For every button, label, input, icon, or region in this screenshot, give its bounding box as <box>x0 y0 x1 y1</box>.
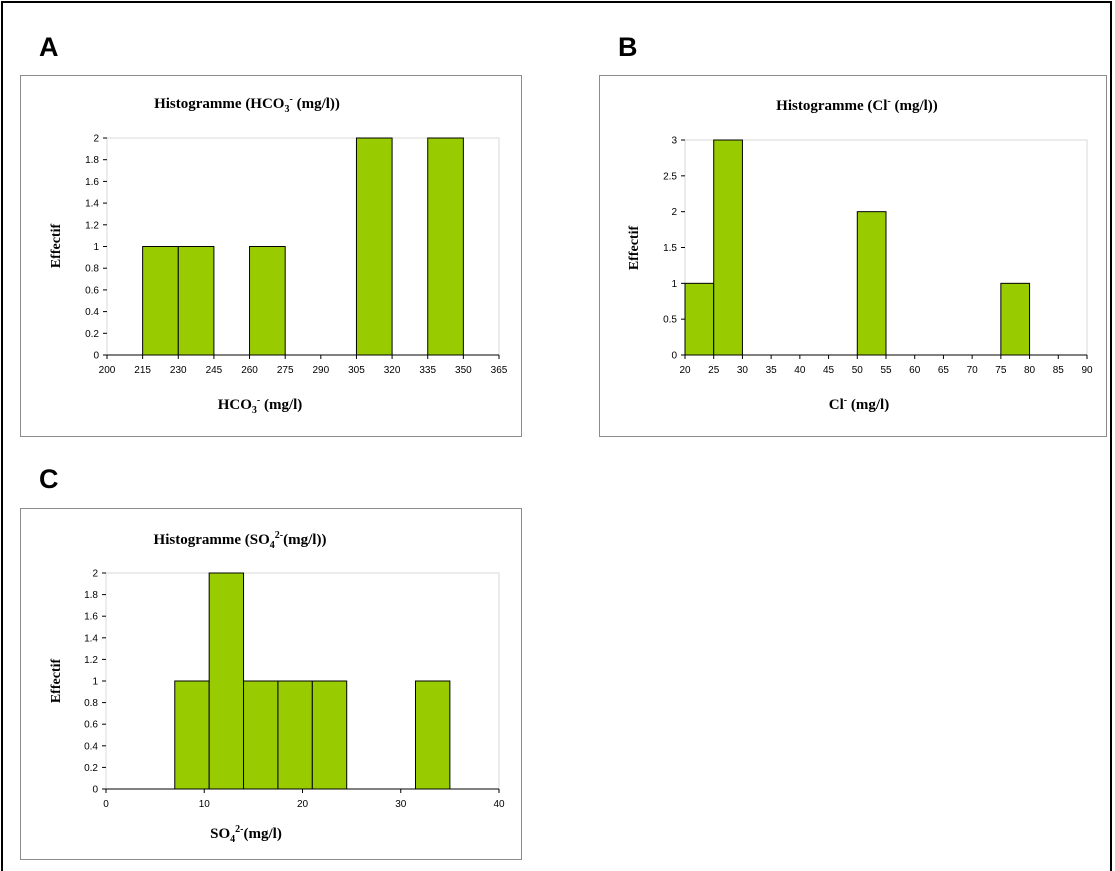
y-tick-label-so4-4: 0.8 <box>84 698 98 709</box>
bar-so4-4 <box>243 680 279 790</box>
y-tick-label-hco3-1: 0.2 <box>85 329 99 340</box>
y-tick-label-hco3-2: 0.4 <box>85 307 99 318</box>
x-tick-label-hco3-7: 305 <box>348 365 365 376</box>
y-tick-label-cl-3: 1.5 <box>663 243 677 254</box>
x-tick-label-hco3-4: 260 <box>241 365 258 376</box>
y-tick-label-cl-6: 3 <box>671 136 677 147</box>
y-tick-label-so4-10: 2 <box>92 569 98 580</box>
bar-so4-6 <box>311 680 348 790</box>
histogram-so4-svg: 00.20.40.60.811.21.41.61.820 10 20 30 40Hist… <box>49 530 505 845</box>
x-tick-label-so4-4: 40 <box>493 799 505 810</box>
y-tick-label-so4-2: 0.4 <box>84 741 98 752</box>
y-tick-label-so4-8: 1.6 <box>84 612 98 623</box>
x-tick-label-cl-12: 80 <box>1024 365 1036 376</box>
y-tick-label-hco3-5: 1 <box>93 242 99 253</box>
y-tick-label-hco3-7: 1.4 <box>85 199 99 210</box>
y-tick-label-cl-4: 2 <box>671 207 677 218</box>
y-tick-label-so4-7: 1.4 <box>84 633 98 644</box>
x-tick-label-hco3-1: 215 <box>134 365 151 376</box>
x-tick-label-cl-2: 30 <box>737 365 749 376</box>
x-tick-label-cl-6: 50 <box>852 365 864 376</box>
x-tick-label-hco3-8: 320 <box>384 365 401 376</box>
x-axis-label-so4: SO42-(mg/l) <box>210 824 282 845</box>
bar-hco3-9 <box>427 137 464 356</box>
x-tick-label-so4-3: 30 <box>395 799 407 810</box>
bar-cl-1 <box>713 139 743 356</box>
bar-cl-11 <box>1000 282 1031 356</box>
x-tick-label-so4-1: 10 <box>199 799 211 810</box>
y-tick-label-so4-9: 1.8 <box>84 590 98 601</box>
bar-cl-6 <box>856 211 887 356</box>
histogram-hco3-svg: 0 0.2 0.4 0.6 0.8 1 1.2 1.4 1.6 1.8 2 200 215 230 245 2… <box>49 94 508 416</box>
chart-title-cl: Histogramme (Cl- (mg/l)) <box>776 96 938 114</box>
x-tick-label-hco3-0: 200 <box>99 365 116 376</box>
y-tick-label-so4-0: 0 <box>92 785 98 796</box>
x-tick-label-cl-5: 45 <box>823 365 835 376</box>
x-tick-label-cl-13: 85 <box>1053 365 1065 376</box>
histogram-cl: 0 0.5 1 1.5 2 2.5 3 20 25 30 35 40 45 50 55 60 65 70 75 80 8… <box>599 75 1107 437</box>
x-tick-label-hco3-3: 245 <box>206 365 223 376</box>
y-tick-label-so4-3: 0.6 <box>84 720 98 731</box>
y-tick-label-hco3-0: 0 <box>93 351 99 362</box>
y-axis-label-so4: Effectif <box>49 659 64 704</box>
y-tick-label-so4-5: 1 <box>92 677 98 688</box>
bar-so4-9 <box>414 680 451 790</box>
chart-title-so4: Histogramme (SO42-(mg/l)) <box>154 530 327 551</box>
panel-letter-b: B <box>618 32 638 62</box>
y-tick-label-cl-2: 1 <box>671 279 677 290</box>
y-tick-label-cl-0: 0 <box>671 351 677 362</box>
y-tick-label-hco3-6: 1.2 <box>85 220 99 231</box>
y-tick-label-hco3-9: 1.8 <box>85 155 99 166</box>
x-tick-label-cl-7: 55 <box>880 365 892 376</box>
y-tick-label-hco3-3: 0.6 <box>85 285 99 296</box>
panel-letter-a: A <box>39 32 59 62</box>
chart-title-hco3: Histogramme (HCO3- (mg/l)) <box>154 94 340 115</box>
histogram-hco3: 0 0.2 0.4 0.6 0.8 1 1.2 1.4 1.6 1.8 2 200 215 230 245 2… <box>20 75 522 437</box>
y-axis-label-hco3: Effectif <box>49 224 64 269</box>
y-tick-label-hco3-4: 0.8 <box>85 264 99 275</box>
x-tick-label-hco3-10: 350 <box>455 365 472 376</box>
y-tick-label-hco3-8: 1.6 <box>85 177 99 188</box>
x-tick-label-cl-10: 70 <box>967 365 979 376</box>
histogram-so4: 0 0.2 0.4 0.6 0.8 1 1.2 1.4 1.6 1.8 2 0 10 20 30 40 Hist… <box>20 508 522 860</box>
x-tick-label-cl-8: 60 <box>909 365 921 376</box>
x-tick-label-hco3-6: 290 <box>312 365 329 376</box>
bar-so4-5 <box>277 680 313 790</box>
x-tick-label-cl-11: 75 <box>995 365 1007 376</box>
bar-hco3-1 <box>142 246 179 356</box>
x-tick-label-hco3-5: 275 <box>277 365 294 376</box>
bar-hco3-4 <box>249 246 286 356</box>
bar-hco3-2 <box>177 246 215 356</box>
x-tick-label-so4-2: 20 <box>297 799 309 810</box>
x-tick-label-cl-9: 65 <box>938 365 950 376</box>
y-tick-label-so4-6: 1.2 <box>84 655 98 666</box>
x-axis-label-cl: Cl- (mg/l) <box>829 395 889 413</box>
y-axis-label-cl: Effectif <box>627 226 642 271</box>
y-tick-label-cl-5: 2.5 <box>663 171 677 182</box>
bar-so4-2 <box>174 680 210 790</box>
x-tick-label-cl-4: 40 <box>794 365 806 376</box>
bar-hco3-7 <box>355 137 393 356</box>
bar-so4-3 <box>208 572 245 790</box>
histogram-cl-svg: 0 0.5 1 1.5 2 2.5 3 20 25 30 35 40 45 50 55 60 65 70 75 80 8… <box>627 96 1093 413</box>
y-tick-label-hco3-10: 2 <box>93 134 99 145</box>
y-tick-label-cl-1: 0.5 <box>663 315 677 326</box>
x-tick-label-hco3-2: 230 <box>170 365 187 376</box>
x-tick-label-hco3-11: 365 <box>491 365 508 376</box>
panel-letter-c: C <box>39 464 59 494</box>
x-tick-label-cl-14: 90 <box>1081 365 1093 376</box>
x-tick-label-cl-3: 35 <box>766 365 778 376</box>
y-tick-label-so4-1: 0.2 <box>84 763 98 774</box>
x-tick-label-so4-0: 0 <box>103 799 109 810</box>
x-tick-label-hco3-9: 335 <box>419 365 436 376</box>
x-tick-label-cl-0: 20 <box>679 365 691 376</box>
x-tick-label-cl-1: 25 <box>708 365 720 376</box>
x-axis-label-hco3: HCO3- (mg/l) <box>218 395 303 416</box>
bar-cl-0 <box>684 282 715 356</box>
